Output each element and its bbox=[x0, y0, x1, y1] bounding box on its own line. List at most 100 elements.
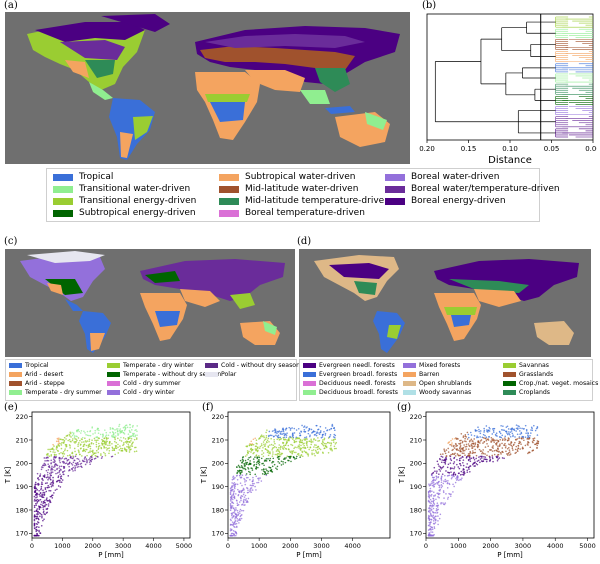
scatter-point bbox=[262, 470, 265, 472]
scatter-point bbox=[499, 438, 502, 441]
scatter-point bbox=[521, 447, 524, 450]
scatter-point bbox=[282, 430, 285, 433]
scatter-point bbox=[508, 437, 510, 440]
scatter-point bbox=[123, 429, 126, 432]
tick-label: 220 bbox=[212, 413, 224, 421]
scatter-point bbox=[267, 457, 269, 460]
scatter-point bbox=[241, 470, 243, 472]
scatter-point bbox=[231, 497, 233, 499]
legend-swatch bbox=[403, 381, 416, 386]
scatter-point bbox=[488, 426, 490, 429]
scatter-point bbox=[313, 444, 316, 446]
scatter-point bbox=[432, 484, 435, 486]
scatter-point bbox=[77, 449, 80, 451]
scatter-point bbox=[495, 442, 498, 445]
legend-swatch bbox=[9, 363, 22, 368]
scatter-point bbox=[234, 483, 237, 486]
scatter-point bbox=[43, 501, 45, 503]
scatter-point bbox=[464, 435, 467, 438]
scatter-point bbox=[300, 454, 302, 457]
scatter-point bbox=[258, 454, 260, 457]
scatter-point bbox=[291, 433, 294, 436]
tick-label: 220 bbox=[16, 413, 28, 421]
scatter-point bbox=[63, 467, 65, 469]
scatter-point bbox=[60, 442, 63, 444]
scatter-point bbox=[52, 479, 54, 482]
scatter-point bbox=[299, 438, 302, 441]
scatter-point bbox=[68, 438, 71, 441]
scatter-point bbox=[243, 477, 245, 480]
scatter-point bbox=[36, 502, 38, 504]
scatter-point bbox=[236, 514, 238, 516]
scatter-point bbox=[462, 467, 465, 470]
scatter-point bbox=[232, 483, 235, 485]
scatter-point bbox=[448, 483, 451, 486]
legend-label: Cold - dry summer bbox=[123, 380, 181, 387]
scatter-point bbox=[119, 432, 122, 434]
scatter-point bbox=[254, 485, 256, 488]
scatter-point bbox=[39, 473, 42, 475]
scatter-point bbox=[536, 426, 539, 429]
scatter-point bbox=[66, 454, 69, 457]
scatter-point bbox=[35, 492, 38, 495]
scatter-point bbox=[451, 442, 453, 444]
scatter-point bbox=[479, 461, 481, 464]
scatter-point bbox=[33, 495, 36, 498]
scatter-point bbox=[230, 486, 232, 489]
scatter-point bbox=[42, 502, 45, 504]
scatter-point bbox=[448, 441, 450, 444]
scatter-point bbox=[247, 466, 249, 469]
scatter-point bbox=[40, 494, 43, 496]
scatter-point bbox=[303, 428, 306, 431]
scatter-point bbox=[443, 497, 445, 499]
scatter-point bbox=[81, 455, 83, 457]
scatter-point bbox=[478, 456, 480, 458]
scatter-point bbox=[428, 531, 431, 534]
scatter-point bbox=[517, 447, 519, 450]
scatter-point bbox=[36, 521, 39, 523]
scatter-point bbox=[479, 436, 481, 438]
scatter-point bbox=[81, 436, 84, 439]
scatter-point bbox=[284, 429, 287, 431]
scatter-point bbox=[38, 530, 40, 533]
scatter-point bbox=[296, 453, 299, 455]
scatter-point bbox=[98, 437, 101, 440]
scatter-point bbox=[272, 444, 275, 447]
scatter-point bbox=[319, 431, 322, 434]
scatter-point bbox=[94, 439, 96, 442]
legend-item: Temperate - dry summer bbox=[9, 389, 102, 396]
scatter-point bbox=[264, 448, 267, 450]
scatter-point bbox=[501, 434, 504, 437]
scatter-point bbox=[440, 484, 443, 486]
scatter-g-svg: 0 1000 2000 3000 4000 5000170180190200210220P… bbox=[398, 411, 596, 559]
scatter-point bbox=[33, 498, 36, 501]
legend-label: Deciduous needl. forests bbox=[319, 380, 396, 387]
scatter-point bbox=[240, 517, 243, 520]
scatter-point bbox=[445, 493, 447, 495]
scatter-point bbox=[459, 446, 461, 448]
scatter-point bbox=[58, 452, 61, 455]
scatter-point bbox=[261, 444, 263, 447]
scatter-point bbox=[463, 449, 466, 452]
scatter-point bbox=[58, 465, 61, 468]
scatter-point bbox=[508, 431, 510, 433]
scatter-point bbox=[63, 439, 66, 442]
scatter-point bbox=[435, 509, 438, 512]
scatter-point bbox=[491, 446, 494, 448]
scatter-point bbox=[107, 447, 109, 450]
scatter-point bbox=[460, 478, 462, 481]
scatter-point bbox=[272, 453, 274, 455]
scatter-point bbox=[229, 493, 232, 495]
scatter-point bbox=[431, 511, 434, 513]
scatter-point bbox=[333, 447, 336, 450]
scatter-point bbox=[322, 441, 324, 444]
scatter-point bbox=[500, 424, 502, 427]
scatter-point bbox=[82, 448, 85, 450]
tick-label: 3000 bbox=[115, 542, 132, 550]
scatter-point bbox=[436, 506, 439, 508]
scatter-point bbox=[314, 439, 317, 441]
scatter-point bbox=[47, 503, 50, 505]
scatter-point bbox=[232, 530, 235, 532]
scatter-point bbox=[115, 445, 118, 447]
scatter-point bbox=[234, 531, 237, 534]
